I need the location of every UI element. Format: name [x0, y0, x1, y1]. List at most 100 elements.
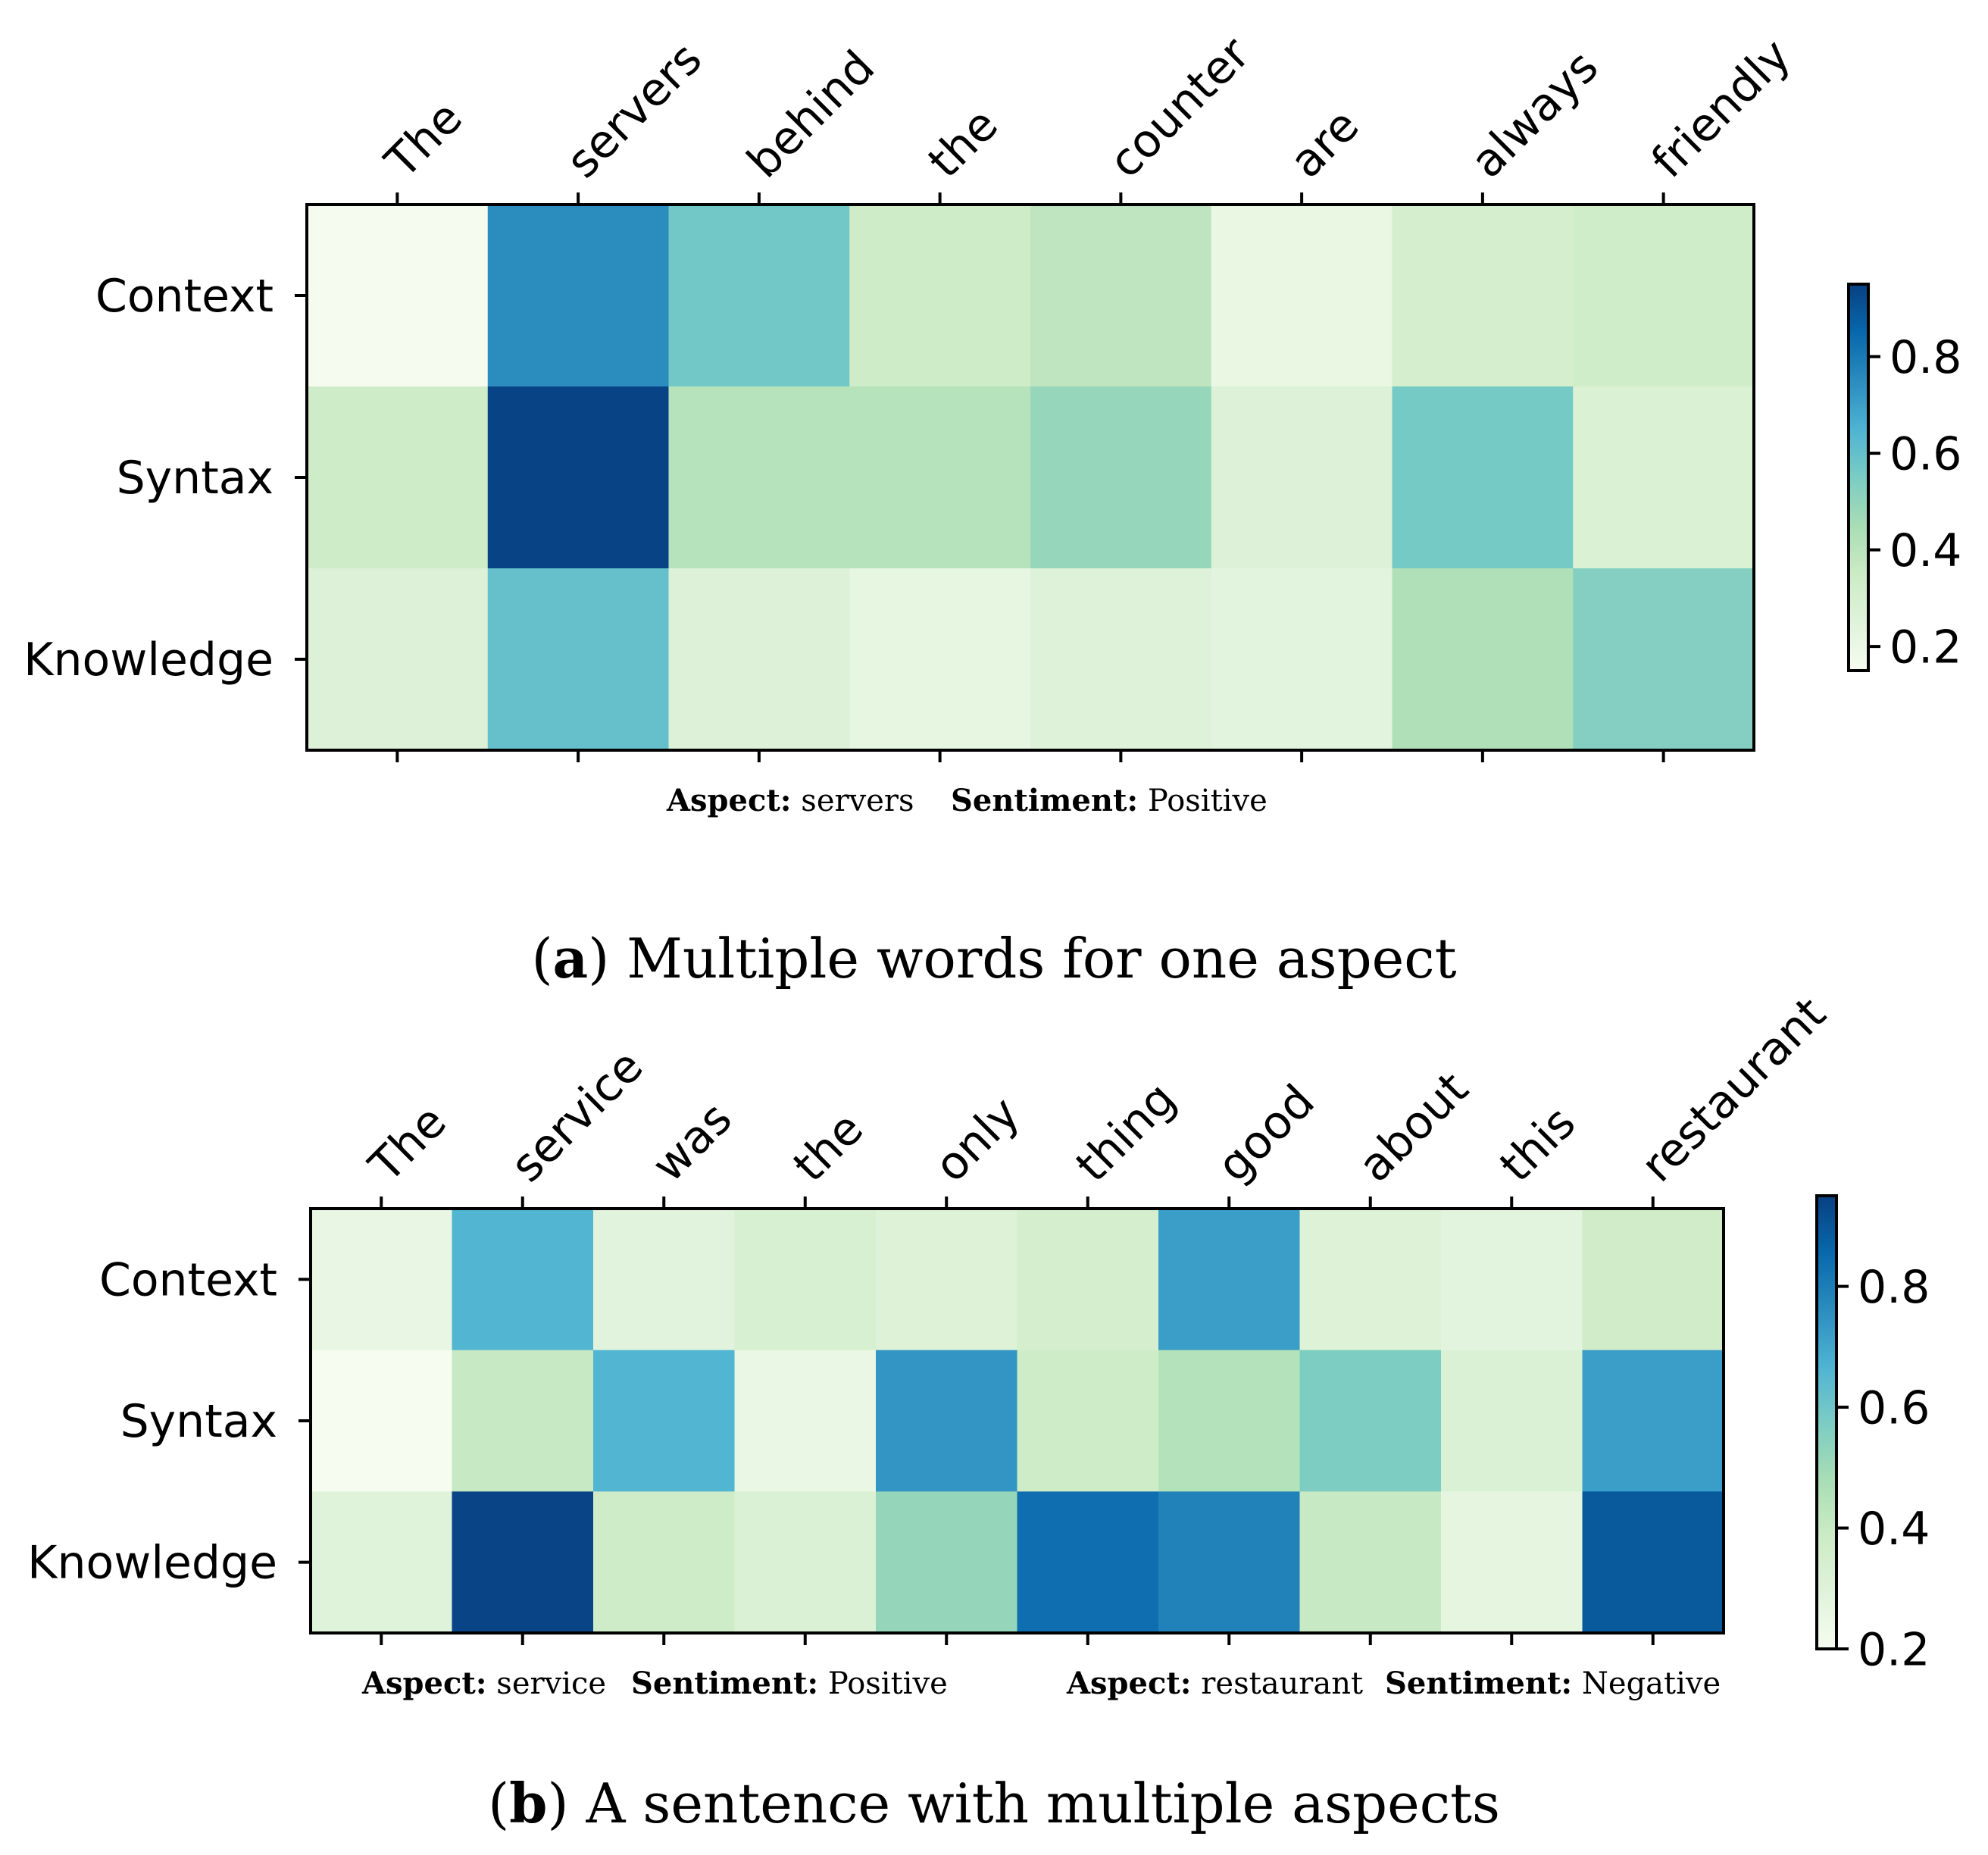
colorbar-a-tick-label-2: 0.6 [1890, 428, 1961, 481]
heatmap-b-column-label-2: was [642, 1092, 742, 1192]
heatmap-a-column-label-1: servers [556, 33, 712, 189]
colorbar-b-tick-label-1: 0.4 [1858, 1503, 1930, 1556]
heatmap-b-cell-r2-c1 [452, 1491, 594, 1634]
heatmap-a-cell-r0-c1 [487, 205, 669, 387]
heatmap-b-row-label-1: Syntax [120, 1395, 277, 1448]
heatmap-b-row-label-0: Context [99, 1253, 277, 1306]
heatmap-b-cell-r2-c3 [734, 1491, 877, 1634]
heatmap-b-cell-r0-c4 [876, 1209, 1017, 1351]
heatmap-a-cell-r0-c3 [849, 205, 1031, 387]
heatmap-b-cell-r2-c5 [1017, 1491, 1159, 1634]
heatmap-a-cell-r1-c6 [1392, 386, 1574, 569]
heatmap-a-column-label-0: The [375, 91, 473, 189]
heatmap-b-cell-r1-c4 [876, 1350, 1017, 1492]
colorbar-b-tick-label-2: 0.6 [1858, 1382, 1930, 1435]
heatmap-b-cell-r1-c0 [311, 1350, 452, 1492]
annotation-a-sentiment: Sentiment: Positive [951, 783, 1268, 818]
heatmap-a-row-label-0: Context [95, 270, 274, 323]
heatmap-b-cell-r1-c9 [1582, 1350, 1724, 1492]
heatmap-a-cell-r0-c5 [1211, 205, 1393, 387]
heatmap-a-column-label-5: are [1280, 99, 1369, 188]
heatmap-b-column-label-0: The [359, 1095, 457, 1193]
heatmap-a-cell-r2-c6 [1392, 568, 1574, 751]
colorbar-b-frame [1815, 1194, 1838, 1650]
colorbar-a-gradient [1849, 284, 1868, 671]
heatmap-a-cell-r1-c7 [1573, 386, 1755, 569]
heatmap-b-column-label-6: good [1207, 1075, 1324, 1192]
heatmap-b-cell-r1-c7 [1299, 1350, 1442, 1492]
colorbar-b-tick-label-0: 0.2 [1858, 1624, 1930, 1677]
heatmap-a-cell-r0-c4 [1030, 205, 1212, 387]
heatmap-a-cell-r0-c7 [1573, 205, 1755, 387]
heatmap-b-cell-r0-c3 [734, 1209, 877, 1351]
heatmap-b-column-label-3: the [783, 1102, 874, 1192]
heatmap-a-cell-r0-c6 [1392, 205, 1574, 387]
heatmap-b-cell-r2-c8 [1441, 1491, 1583, 1634]
heatmap-b-cell-r0-c9 [1582, 1209, 1724, 1351]
heatmap-a-cell-r1-c4 [1030, 386, 1212, 569]
annotation-a-aspect: Aspect: servers [666, 783, 914, 818]
caption-b: (b) A sentence with multiple aspects [488, 1771, 1500, 1835]
heatmap-b-column-label-8: this [1489, 1096, 1586, 1193]
heatmap-b-cell-r2-c9 [1582, 1491, 1724, 1634]
heatmap-b-cell-r0-c0 [311, 1209, 452, 1351]
heatmap-a-row-label-2: Knowledge [23, 633, 274, 687]
colorbar-a-frame [1847, 283, 1870, 672]
heatmap-a-cell-r2-c1 [487, 568, 669, 751]
annotation-b-sentiment2: Sentiment: Negative [1385, 1666, 1721, 1701]
heatmap-a-cell-r2-c2 [668, 568, 850, 751]
colorbar-a-tick-label-1: 0.4 [1890, 524, 1961, 577]
heatmap-a-cell-r0-c2 [668, 205, 850, 387]
heatmap-b-column-label-4: only [924, 1087, 1030, 1192]
heatmap-b-cell-r1-c3 [734, 1350, 877, 1492]
colorbar-b-tick-label-3: 0.8 [1858, 1261, 1930, 1314]
heatmap-b-cell-r1-c1 [452, 1350, 594, 1492]
colorbar-a-tick-label-0: 0.2 [1890, 621, 1961, 674]
heatmap-a-column-label-2: behind [737, 41, 885, 189]
heatmap-a-cell-r1-c5 [1211, 386, 1393, 569]
heatmap-b-cell-r1-c6 [1158, 1350, 1300, 1492]
heatmap-a-cell-r2-c7 [1573, 568, 1755, 751]
heatmap-b-cell-r0-c5 [1017, 1209, 1159, 1351]
heatmap-b-cell-r0-c2 [593, 1209, 735, 1351]
heatmap-b-cell-r1-c2 [593, 1350, 735, 1492]
heatmap-b-cell-r0-c1 [452, 1209, 594, 1351]
heatmap-a-cell-r2-c4 [1030, 568, 1212, 751]
heatmap-b-cell-r1-c5 [1017, 1350, 1159, 1492]
annotation-b-sentiment1: Sentiment: Positive [631, 1666, 948, 1701]
heatmap-b-cell-r1-c8 [1441, 1350, 1583, 1492]
caption-a: (a) Multiple words for one aspect [531, 926, 1456, 990]
heatmap-a-cell-r1-c2 [668, 386, 850, 569]
heatmap-a-column-label-7: friendly [1642, 29, 1801, 188]
annotation-b-aspect1: Aspect: service [361, 1666, 606, 1701]
heatmap-b-cell-r0-c7 [1299, 1209, 1442, 1351]
heatmap-a-column-label-6: always [1461, 40, 1608, 188]
heatmap-a-cell-r2-c3 [849, 568, 1031, 751]
heatmap-b-column-label-7: about [1349, 1062, 1479, 1193]
heatmap-b-column-label-5: thing [1066, 1072, 1186, 1193]
heatmap-a-cell-r2-c5 [1211, 568, 1393, 751]
heatmap-b-cell-r2-c6 [1158, 1491, 1300, 1634]
heatmap-a-cell-r1-c1 [487, 386, 669, 569]
heatmap-a-cell-r1-c0 [307, 386, 489, 569]
heatmap-b-cell-r0-c6 [1158, 1209, 1300, 1351]
annotation-b-aspect2: Aspect: restaurant [1066, 1666, 1363, 1701]
heatmap-b-cell-r0-c8 [1441, 1209, 1583, 1351]
heatmap-b-column-label-1: service [501, 1040, 653, 1192]
heatmap-panel-a: The servers behind the counter are always frien… [23, 27, 1961, 990]
heatmap-b-cell-r2-c4 [876, 1491, 1017, 1634]
heatmap-b-cell-r2-c0 [311, 1491, 452, 1634]
heatmap-a-row-label-1: Syntax [117, 452, 274, 505]
heatmap-b-cell-r2-c7 [1299, 1491, 1442, 1634]
heatmap-b-cell-r2-c2 [593, 1491, 735, 1634]
heatmap-a-cell-r1-c3 [849, 386, 1031, 569]
colorbar-a-tick-label-3: 0.8 [1890, 331, 1961, 384]
heatmap-a-column-label-4: counter [1099, 27, 1260, 189]
heatmap-a-cell-r0-c0 [307, 205, 489, 387]
heatmap-b-column-label-9: restaurant [1631, 987, 1836, 1193]
heatmap-b-row-label-2: Knowledge [27, 1537, 277, 1590]
heatmap-a-cell-r2-c0 [307, 568, 489, 751]
colorbar-b-gradient [1817, 1196, 1836, 1649]
